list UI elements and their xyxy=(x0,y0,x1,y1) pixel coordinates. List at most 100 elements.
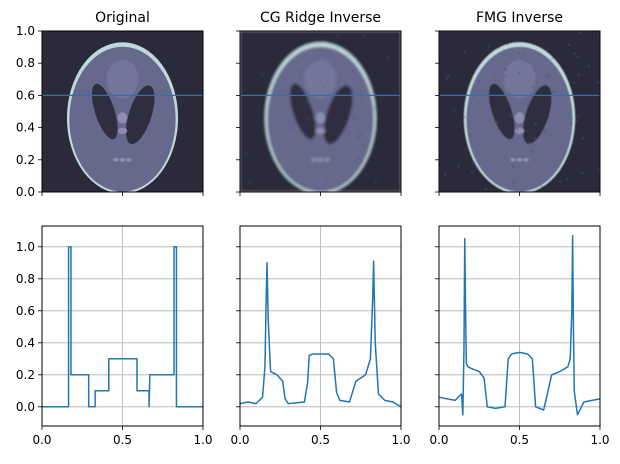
x-tick-label: 0.0 xyxy=(32,433,51,447)
noise-speckle xyxy=(528,57,530,59)
noise-speckle xyxy=(388,96,390,98)
noise-speckle xyxy=(289,128,291,130)
noise-speckle xyxy=(525,181,528,184)
noise-speckle xyxy=(315,166,317,169)
noise-speckle xyxy=(531,86,534,88)
phantom-lower-dot xyxy=(119,157,126,162)
phantom-center-dot xyxy=(514,112,525,124)
noise-speckle xyxy=(459,171,462,174)
noise-speckle xyxy=(596,156,599,159)
phantom-center-dot xyxy=(117,112,128,124)
noise-speckle xyxy=(312,118,315,120)
y-tick-label: 0.2 xyxy=(16,368,35,382)
y-tick-label: 0.8 xyxy=(16,272,35,286)
noise-speckle xyxy=(357,136,359,138)
noise-speckle xyxy=(272,174,274,177)
phantom-lower-dot xyxy=(126,157,132,162)
noise-speckle xyxy=(459,112,461,115)
profile-plot-cg-ridge: 0.0 0.5 1.0 xyxy=(230,225,411,447)
noise-speckle xyxy=(484,188,487,190)
profile-line-fmg xyxy=(439,234,600,416)
noise-speckle xyxy=(548,74,550,77)
noise-speckle xyxy=(566,178,568,180)
noise-speckle xyxy=(483,54,486,57)
noise-speckle xyxy=(568,43,570,46)
noise-speckle xyxy=(479,102,481,105)
noise-speckle xyxy=(493,74,496,76)
noise-speckle xyxy=(244,152,247,155)
x-tick-label: 0.0 xyxy=(429,433,448,447)
y-tick-label: 0.6 xyxy=(16,88,35,102)
noise-speckle xyxy=(570,122,573,125)
noise-speckle xyxy=(457,165,460,168)
noise-speckle xyxy=(509,178,511,180)
noise-speckle xyxy=(296,156,299,159)
panel-title-fmg: FMG Inverse xyxy=(476,10,563,26)
noise-speckle xyxy=(575,119,577,122)
y-tick-label: 0.6 xyxy=(16,304,35,318)
noise-speckle xyxy=(335,47,338,49)
noise-speckle xyxy=(506,168,509,171)
phantom-upper-ellipse xyxy=(106,59,139,99)
noise-speckle xyxy=(526,50,528,52)
noise-speckle xyxy=(546,40,549,43)
noise-speckle xyxy=(582,137,585,139)
panel-title-original: Original xyxy=(95,10,150,26)
noise-speckle xyxy=(398,156,400,159)
noise-speckle xyxy=(354,117,356,120)
noise-speckle xyxy=(306,118,309,120)
phantom-right-ellipse xyxy=(125,85,155,145)
noise-speckle xyxy=(488,45,490,48)
noise-speckle xyxy=(398,73,400,76)
phantom-image-fmg xyxy=(439,31,600,192)
noise-speckle xyxy=(468,117,470,119)
y-tick-label: 1.0 xyxy=(16,24,35,38)
noise-speckle xyxy=(580,102,582,105)
noise-speckle xyxy=(562,67,564,69)
noise-speckle xyxy=(579,31,581,34)
noise-speckle xyxy=(373,107,375,110)
x-tick-label: 0.5 xyxy=(311,433,330,447)
noise-speckle xyxy=(550,92,553,94)
noise-speckle xyxy=(518,52,520,54)
profile-line-cg-ridge xyxy=(240,260,401,408)
noise-speckle xyxy=(512,165,514,167)
noise-speckle xyxy=(496,121,498,124)
noise-speckle xyxy=(376,182,378,184)
y-tick-label: 0.8 xyxy=(16,56,35,70)
noise-speckle xyxy=(541,189,544,192)
noise-speckle xyxy=(240,132,243,134)
noise-speckle xyxy=(343,105,345,108)
phantom-image-original xyxy=(42,31,203,192)
x-tick-label: 1.0 xyxy=(590,433,609,447)
noise-speckle xyxy=(447,75,450,78)
noise-speckle xyxy=(531,150,533,152)
noise-speckle xyxy=(466,181,469,183)
noise-speckle xyxy=(598,168,600,171)
image-panel-cg-ridge: CG Ridge Inverse xyxy=(236,10,402,196)
y-tick-label: 0.2 xyxy=(16,153,35,167)
noise-speckle xyxy=(574,52,576,55)
noise-speckle xyxy=(553,90,555,93)
noise-speckle xyxy=(568,121,571,123)
noise-speckle xyxy=(577,115,579,118)
noise-speckle xyxy=(464,51,466,53)
noise-speckle xyxy=(532,127,534,130)
noise-speckle xyxy=(470,133,472,136)
phantom-center-dot xyxy=(315,127,326,135)
noise-speckle xyxy=(579,175,581,178)
noise-speckle xyxy=(369,80,371,83)
noise-speckle xyxy=(248,181,251,184)
noise-speckle xyxy=(478,163,481,166)
noise-speckle xyxy=(389,74,391,77)
noise-speckle xyxy=(559,103,561,105)
noise-speckle xyxy=(508,92,511,95)
noise-speckle xyxy=(586,47,589,49)
noise-speckle xyxy=(322,87,325,89)
noise-speckle xyxy=(589,67,592,69)
noise-speckle xyxy=(554,53,557,55)
noise-speckle xyxy=(597,81,600,83)
noise-speckle xyxy=(516,128,519,131)
noise-speckle xyxy=(529,141,531,144)
noise-speckle xyxy=(533,138,536,140)
